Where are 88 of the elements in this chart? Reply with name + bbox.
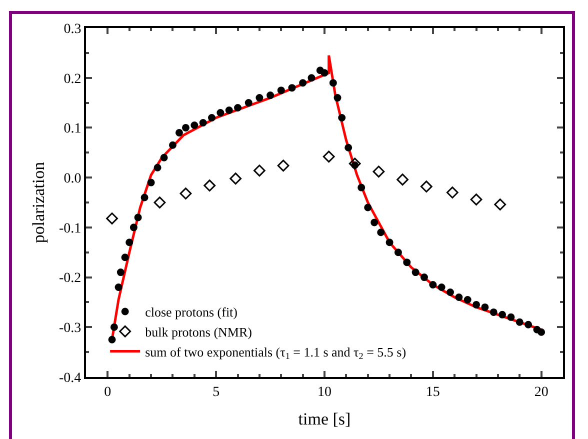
point (168, 141, 176, 149)
point (204, 180, 216, 192)
point (254, 164, 266, 177)
y-tick-label: -0.3 (59, 321, 82, 336)
point (403, 258, 411, 266)
point (266, 92, 274, 100)
point (277, 86, 285, 94)
point (322, 150, 335, 163)
point (121, 254, 129, 262)
point (370, 218, 378, 226)
point (394, 248, 402, 256)
legend-label: bulk protons (NMR) (145, 324, 252, 340)
point (396, 174, 408, 186)
y-axis-title: polarization (29, 161, 48, 244)
point (329, 79, 337, 87)
point (464, 296, 472, 304)
x-tick-label: 10 (318, 384, 332, 400)
y-tick-label: 0.2 (64, 72, 82, 87)
point (110, 323, 118, 331)
point (154, 196, 166, 208)
y-tick-label: -0.2 (59, 271, 82, 286)
point (140, 194, 148, 202)
point (126, 238, 134, 246)
point (338, 114, 346, 122)
point (199, 118, 207, 126)
point (154, 164, 162, 172)
point (420, 180, 432, 192)
point (225, 106, 233, 114)
point (130, 224, 138, 232)
point (438, 284, 446, 292)
legend-label: sum of two exponentials (τ$_{1}$ = 1.1 s and τ$_{2}$ = 5.5 s) (145, 344, 406, 362)
point (182, 124, 190, 132)
point (277, 160, 290, 172)
point (524, 320, 532, 328)
point (230, 172, 242, 185)
point (134, 214, 142, 222)
point (507, 313, 515, 321)
point (377, 228, 385, 236)
point (470, 194, 482, 206)
point (160, 154, 168, 162)
point (412, 268, 420, 276)
point (175, 128, 183, 136)
point (256, 94, 264, 102)
point (208, 114, 216, 122)
point (446, 186, 458, 198)
point (114, 284, 122, 292)
point (334, 94, 342, 102)
point (364, 204, 372, 212)
point (147, 178, 155, 186)
x-tick-label: 15 (426, 384, 440, 400)
point (472, 300, 480, 308)
legend-label: close protons (fit) (145, 304, 238, 320)
point (216, 109, 224, 117)
point (234, 104, 242, 112)
x-tick-label: 0 (104, 384, 112, 400)
x-tick-label: 20 (534, 384, 548, 400)
point (420, 274, 428, 282)
point (320, 69, 328, 77)
x-tick-label: 5 (212, 384, 220, 400)
point (481, 303, 489, 311)
point (244, 99, 252, 107)
point (348, 158, 361, 170)
point (446, 288, 454, 296)
point (498, 310, 506, 318)
point (490, 308, 498, 316)
point (372, 166, 385, 178)
point (190, 121, 198, 129)
point (455, 293, 463, 301)
point (180, 188, 192, 200)
point (288, 84, 296, 92)
point (358, 184, 366, 192)
point (299, 79, 307, 87)
point (344, 144, 352, 152)
y-tick-label: 0.3 (64, 22, 82, 37)
point (429, 281, 437, 289)
point (516, 318, 524, 326)
point (494, 198, 506, 210)
x-axis-title: time [s] (298, 410, 351, 429)
point (538, 328, 546, 336)
point (106, 212, 118, 224)
point (108, 336, 116, 344)
point (308, 74, 316, 82)
y-tick-label: 0.0 (64, 171, 82, 186)
point (386, 238, 394, 246)
point (116, 268, 124, 276)
y-tick-label: -0.4 (59, 370, 82, 386)
y-tick-label: -0.1 (59, 221, 82, 236)
y-tick-label: 0.1 (64, 122, 82, 137)
